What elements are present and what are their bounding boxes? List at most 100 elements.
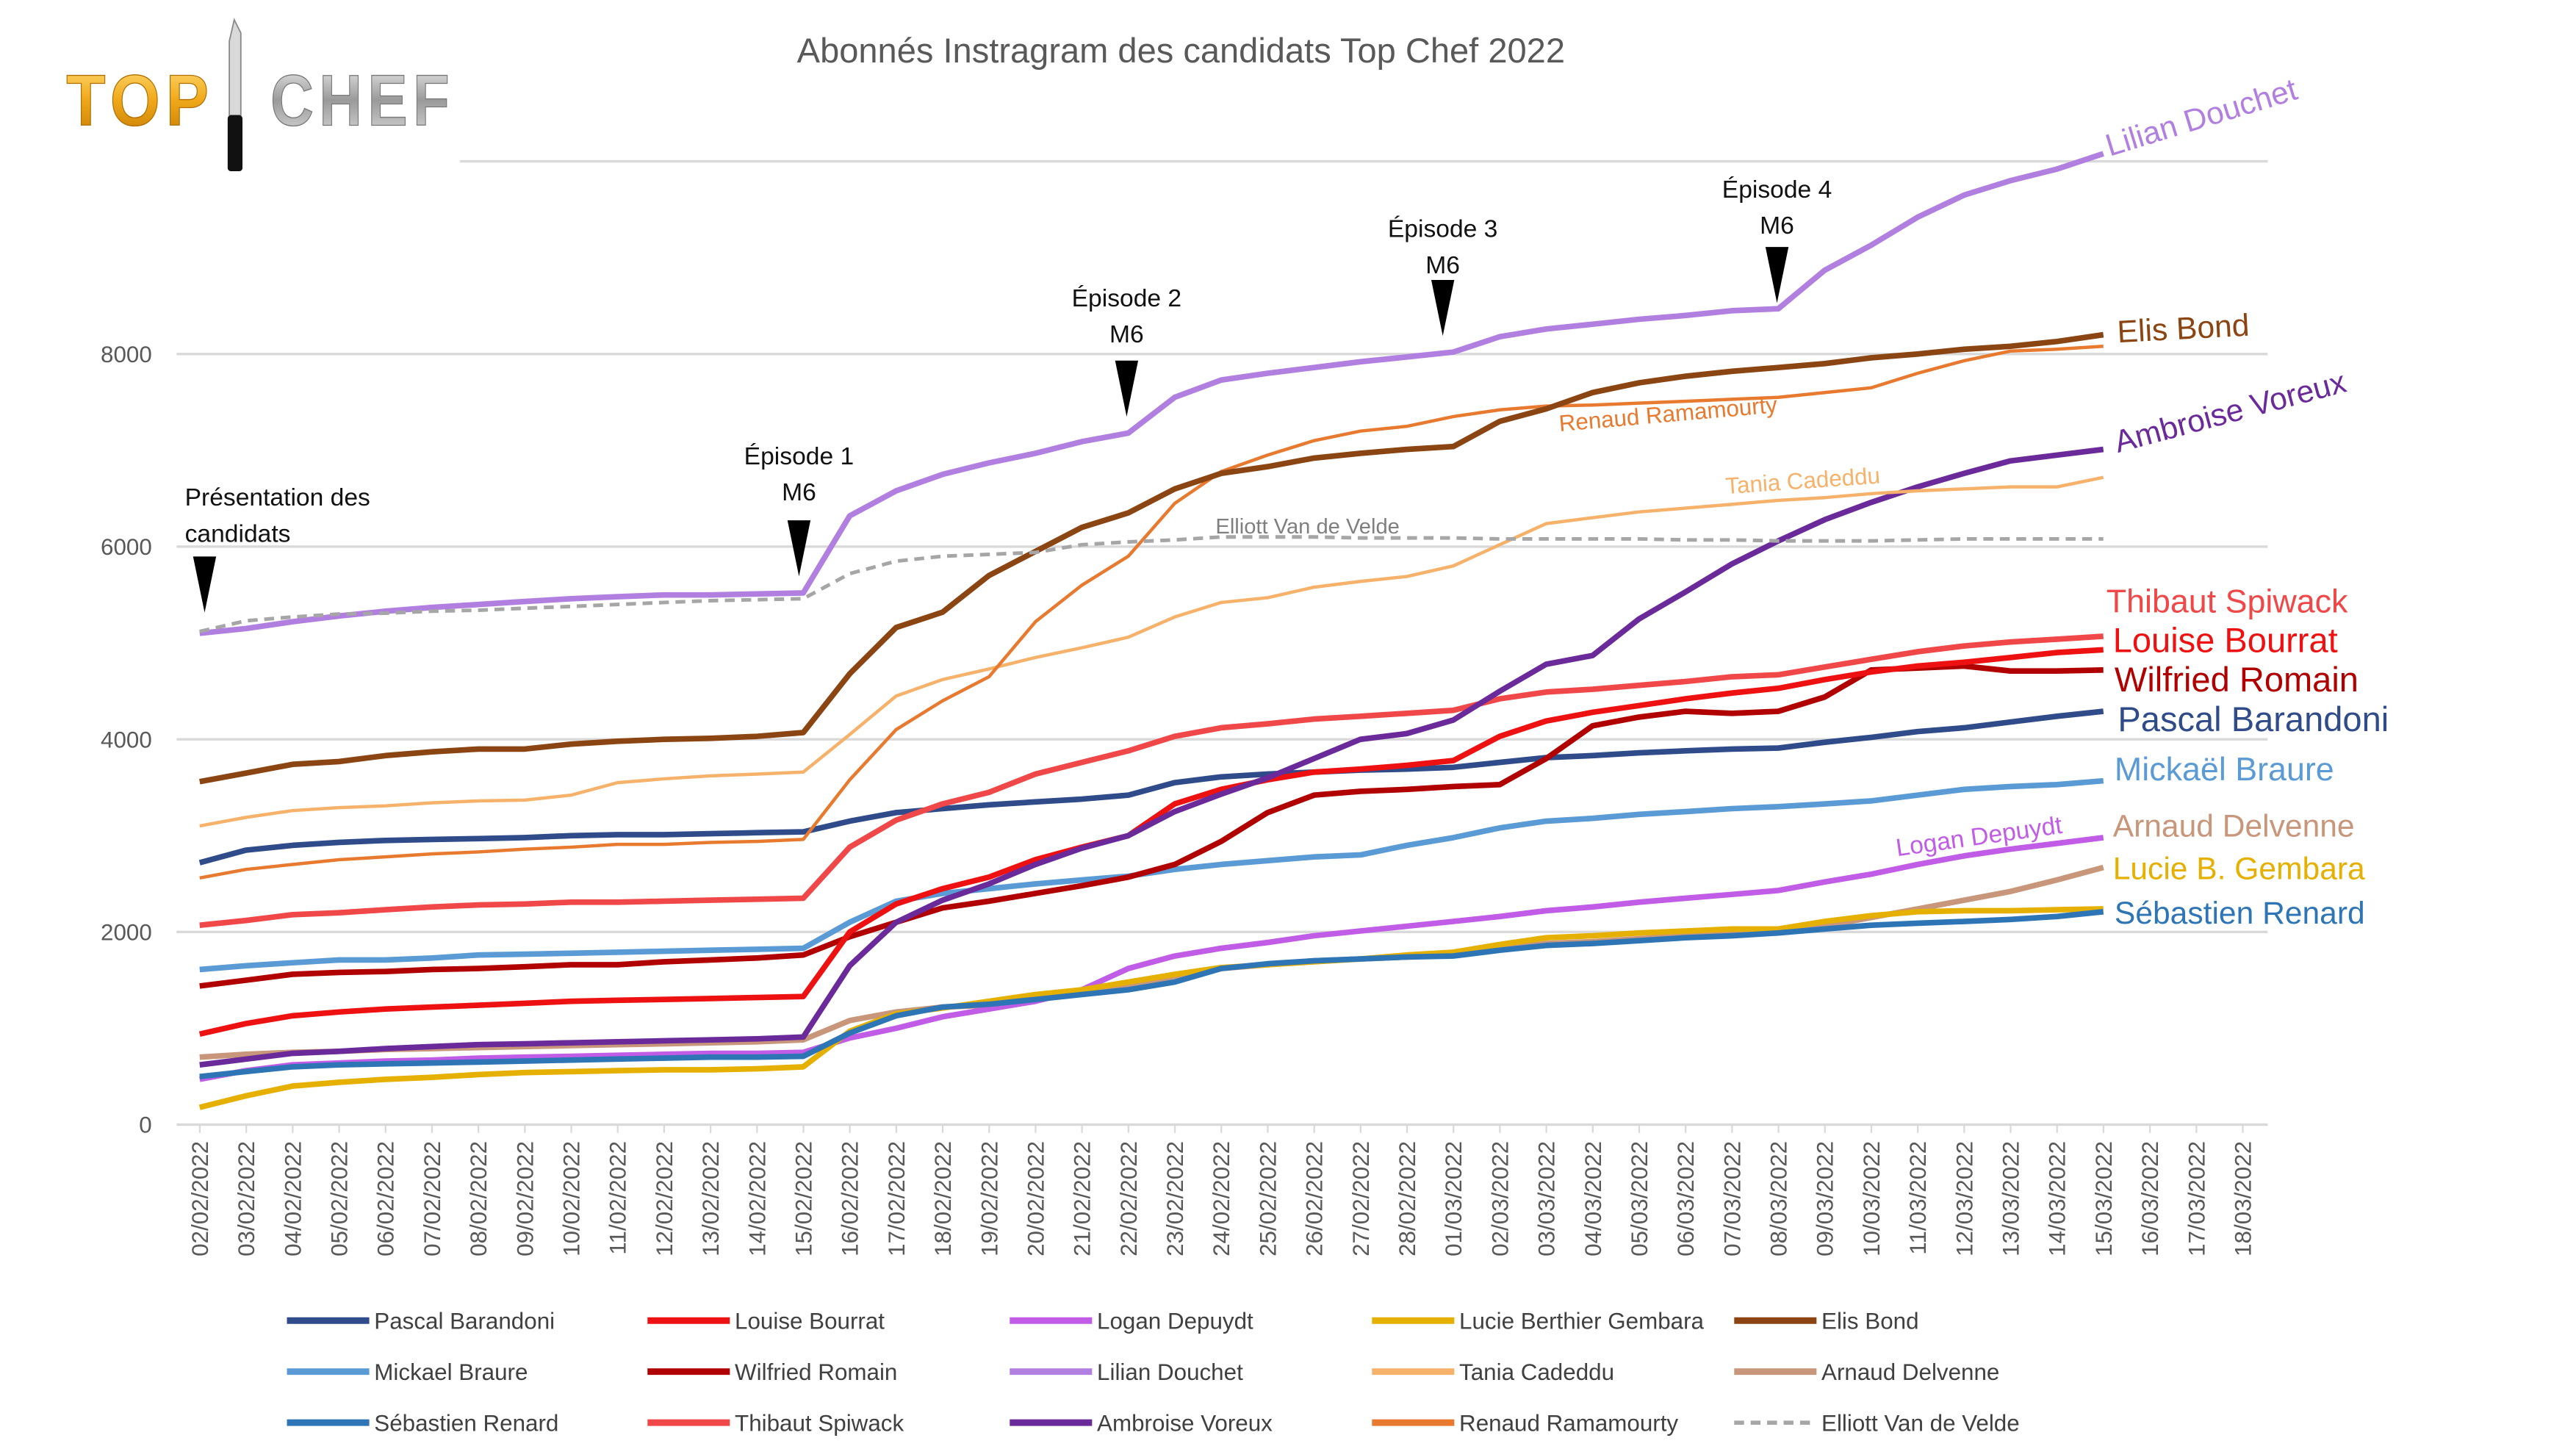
- series-line-s-bastien-renard: [199, 909, 2104, 1079]
- legend-item: Elis Bond: [1734, 1308, 1919, 1334]
- x-tick-label: 19/02/2022: [976, 1141, 1002, 1256]
- x-tick-label: 06/02/2022: [373, 1141, 399, 1256]
- legend-item: Pascal Barandoni: [287, 1308, 555, 1334]
- series-line-louise-bourrat: [198, 647, 2104, 1038]
- x-tick-label: 07/02/2022: [420, 1141, 445, 1256]
- y-tick-label: 2000: [101, 920, 152, 946]
- arrow-down-icon: [787, 520, 811, 577]
- legend-label: Lilian Douchet: [1097, 1359, 1243, 1385]
- y-tick-label: 0: [139, 1112, 151, 1138]
- series-line-mickael-braure: [199, 777, 2104, 973]
- y-tick-label: 6000: [101, 534, 152, 560]
- annotation-text: Épisode 1: [744, 443, 854, 470]
- x-tick-label: 04/03/2022: [1580, 1141, 1606, 1256]
- annotation-text: Épisode 4: [1722, 176, 1832, 204]
- series-line-renaud-ramamourty: [199, 345, 2104, 880]
- x-tick-label: 06/03/2022: [1673, 1141, 1699, 1256]
- x-tick-label: 13/03/2022: [1998, 1141, 2024, 1256]
- arrow-down-icon: [193, 556, 217, 613]
- x-tick-label: 16/03/2022: [2137, 1141, 2163, 1256]
- legend-item: Tania Cadeddu: [1372, 1359, 1614, 1385]
- line-label: Elis Bond: [2116, 308, 2250, 350]
- x-tick-label: 16/02/2022: [838, 1141, 863, 1256]
- legend-label: Logan Depuydt: [1097, 1308, 1253, 1334]
- knife-icon: [227, 18, 243, 172]
- legend-item: Lucie Berthier Gembara: [1372, 1308, 1705, 1334]
- legend-label: Mickael Braure: [374, 1359, 528, 1385]
- x-tick-label: 27/02/2022: [1348, 1141, 1374, 1256]
- x-tick-label: 10/02/2022: [559, 1141, 585, 1256]
- x-tick-label: 03/02/2022: [234, 1141, 259, 1256]
- legend-label: Arnaud Delvenne: [1821, 1359, 1999, 1385]
- x-tick-label: 02/02/2022: [187, 1141, 213, 1256]
- legend-item: Renaud Ramamourty: [1372, 1410, 1678, 1436]
- x-tick-label: 18/03/2022: [2230, 1141, 2256, 1256]
- legend-label: Lucie Berthier Gembara: [1459, 1308, 1704, 1334]
- x-tick-label: 13/02/2022: [698, 1141, 724, 1256]
- x-tick-label: 24/02/2022: [1209, 1141, 1234, 1256]
- annotation: Présentation des candidats: [185, 484, 370, 613]
- series-lines: [198, 151, 2104, 1110]
- annotation-text: Épisode 3: [1388, 216, 1497, 243]
- x-tick-label: 12/02/2022: [652, 1141, 677, 1256]
- y-tick-label: 8000: [101, 342, 152, 367]
- x-tick-label: 10/03/2022: [1859, 1141, 1885, 1256]
- legend-item: Louise Bourrat: [647, 1308, 885, 1334]
- x-tick-label: 04/02/2022: [280, 1141, 306, 1256]
- x-tick-label: 26/02/2022: [1302, 1141, 1328, 1256]
- legend-label: Elis Bond: [1821, 1308, 1918, 1334]
- legend-item: Elliott Van de Velde: [1734, 1410, 2020, 1436]
- series-line-thibaut-spiwack: [199, 633, 2104, 928]
- line-label: Sébastien Renard: [2115, 896, 2365, 931]
- line-label: Ambroise Voreux: [2111, 364, 2350, 460]
- annotation: Épisode 1 M6: [744, 443, 854, 577]
- x-tick-label: 15/02/2022: [791, 1141, 816, 1256]
- legend-label: Elliott Van de Velde: [1821, 1410, 2020, 1436]
- legend-item: Thibaut Spiwack: [647, 1410, 904, 1436]
- legend-label: Sébastien Renard: [374, 1410, 558, 1436]
- series-line-lucie-berthier-gembara: [198, 906, 2104, 1110]
- line-label: Lucie B. Gembara: [2113, 852, 2365, 887]
- legend-item: Ambroise Voreux: [1010, 1410, 1273, 1436]
- svg-text:CHEF: CHEF: [270, 60, 455, 140]
- series-line-pascal-barandoni: [198, 708, 2104, 866]
- annotation-text: M6: [1109, 321, 1144, 348]
- x-tick-label: 14/02/2022: [744, 1141, 770, 1256]
- x-tick-label: 09/03/2022: [1813, 1141, 1838, 1256]
- legend-label: Ambroise Voreux: [1097, 1410, 1273, 1436]
- x-tick-label: 08/03/2022: [1766, 1141, 1792, 1256]
- x-tick-label: 01/03/2022: [1441, 1141, 1467, 1256]
- x-tick-label: 07/03/2022: [1719, 1141, 1745, 1256]
- x-tick-label: 11/02/2022: [605, 1141, 631, 1255]
- line-label: Renaud Ramamourty: [1558, 392, 1778, 436]
- series-line-elis-bond: [199, 331, 2104, 785]
- legend-label: Louise Bourrat: [735, 1308, 885, 1334]
- series-line-logan-depuydt: [199, 835, 2104, 1082]
- x-tick-label: 03/03/2022: [1534, 1141, 1560, 1256]
- line-label: Louise Bourrat: [2113, 620, 2338, 659]
- series-line-tania-cadeddu: [199, 475, 2104, 828]
- legend-label: Thibaut Spiwack: [735, 1410, 904, 1436]
- x-axis: 02/02/2022 03/02/2022 04/02/2022 05/02/2022…: [176, 1123, 2268, 1256]
- arrow-down-icon: [1431, 279, 1455, 337]
- x-tick-label: 05/02/2022: [327, 1141, 353, 1256]
- x-tick-label: 17/02/2022: [884, 1141, 910, 1256]
- legend-item: Arnaud Delvenne: [1734, 1359, 1999, 1385]
- legend-item: Lilian Douchet: [1010, 1359, 1243, 1385]
- x-tick-label: 23/02/2022: [1162, 1141, 1188, 1256]
- legend-item: Mickael Braure: [287, 1359, 528, 1385]
- x-tick-label: 21/02/2022: [1070, 1141, 1095, 1256]
- x-tick-label: 09/02/2022: [512, 1141, 538, 1256]
- annotation: Épisode 3 M6: [1388, 216, 1497, 337]
- x-tick-label: 18/02/2022: [930, 1141, 956, 1256]
- x-tick-label: 11/03/2022: [1905, 1141, 1931, 1255]
- series-line-elliott-van-de-velde: [199, 535, 2104, 633]
- line-label: Thibaut Spiwack: [2107, 583, 2348, 620]
- line-label: Pascal Barandoni: [2118, 700, 2389, 738]
- x-tick-label: 14/03/2022: [2045, 1141, 2070, 1256]
- legend-label: Renaud Ramamourty: [1459, 1410, 1678, 1436]
- legend-label: Tania Cadeddu: [1459, 1359, 1614, 1385]
- line-label: Arnaud Delvenne: [2113, 808, 2355, 844]
